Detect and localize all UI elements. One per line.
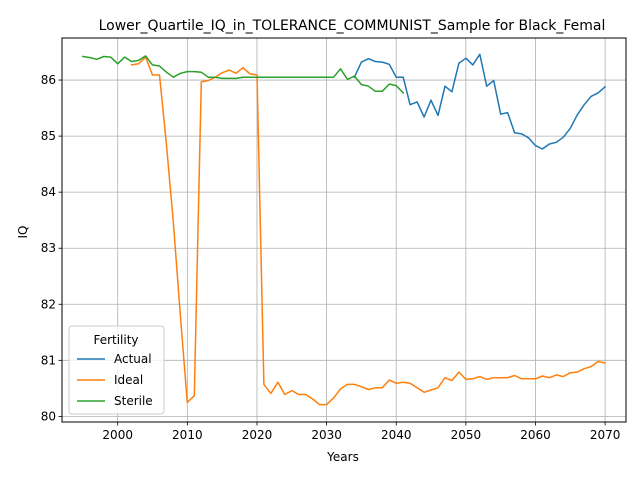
y-tick-label: 82 [41,297,56,311]
legend-label-actual: Actual [114,352,152,366]
x-tick-label: 2030 [311,428,342,442]
legend-entries: Actual Ideal Sterile [77,352,153,408]
series-lines [82,53,607,406]
legend-title: Fertility [93,333,138,347]
y-tick-label: 84 [41,185,56,199]
x-tick-label: 2070 [590,428,621,442]
x-tick-label: 2000 [102,428,133,442]
x-tick-label: 2050 [451,428,482,442]
x-tick-label: 2040 [381,428,412,442]
x-tick-label: 2010 [172,428,203,442]
plot-area-frame [61,37,627,423]
y-tick-label: 83 [41,241,56,255]
chart-title: Lower_Quartile_IQ_in_TOLERANCE_COMMUNIST… [99,18,606,34]
y-tick-label: 85 [41,129,56,143]
legend-label-ideal: Ideal [114,373,143,387]
x-tick-label: 2060 [520,428,551,442]
legend: Fertility Actual Ideal Sterile [68,325,165,415]
series-line-sterile [82,55,405,94]
y-tick-label: 81 [41,353,56,367]
x-tick-label: 2020 [242,428,273,442]
y-tick-label: 80 [41,409,56,423]
y-tick-label: 86 [41,73,56,87]
y-axis-label: IQ [16,226,30,239]
series-line-actual [353,53,607,150]
axis-ticks: 2000 2010 2020 2030 2040 2050 2060 2070 80 81 82 83… [41,73,621,442]
series-line-ideal [130,56,606,406]
legend-label-sterile: Sterile [114,394,153,408]
legend-box [68,325,165,415]
x-axis-label: Years [326,450,359,464]
